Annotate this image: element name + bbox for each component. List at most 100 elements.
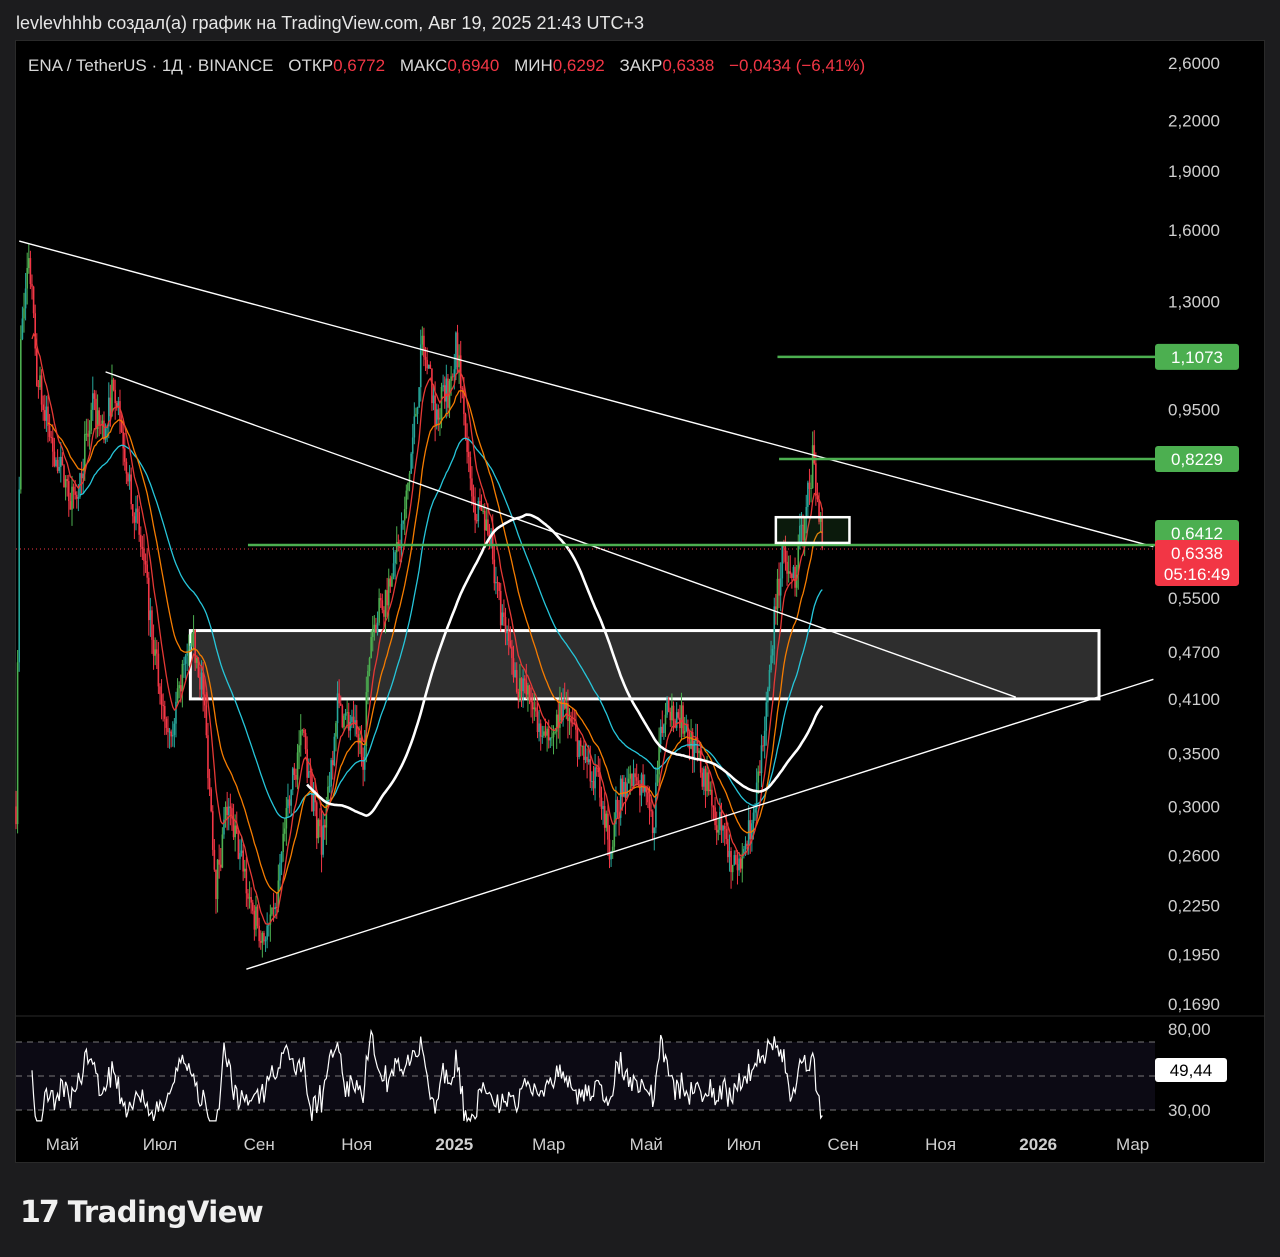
candle-body	[586, 756, 588, 763]
candle-body	[615, 799, 617, 825]
candle-body	[296, 752, 299, 780]
time-tick-label: Ноя	[341, 1135, 372, 1154]
legend-close-value: 0,6338	[662, 56, 715, 75]
candle-body	[703, 768, 705, 787]
candle-body	[514, 670, 516, 678]
candle-body	[261, 932, 264, 943]
candle-body	[477, 501, 480, 522]
candle-body	[391, 576, 393, 587]
candle-body	[423, 335, 425, 357]
candle-body	[693, 741, 696, 758]
candle-body	[599, 772, 601, 798]
candle-body	[624, 781, 627, 798]
candle-body	[231, 808, 233, 819]
candle-body	[154, 649, 156, 656]
candle-body	[808, 482, 811, 489]
candle-body	[736, 864, 739, 871]
price-badge	[1155, 519, 1239, 546]
time-tick-label: Мар	[532, 1135, 565, 1154]
candle-body	[519, 678, 521, 699]
candle-body	[77, 496, 80, 499]
candle-body	[253, 910, 256, 930]
candle-body	[651, 811, 654, 834]
candle-body	[551, 737, 553, 739]
ema-mid-line	[47, 390, 823, 894]
candle-body	[587, 759, 590, 763]
price-tick-label: 0,1690	[1168, 995, 1220, 1014]
candle-body	[728, 850, 731, 858]
candle-body	[610, 851, 612, 860]
candle-body	[104, 428, 107, 440]
candle-body	[512, 658, 515, 678]
candle-body	[271, 907, 273, 915]
candle-body	[467, 451, 470, 458]
candle-body	[146, 564, 148, 578]
candle-body	[714, 807, 716, 826]
candle-body	[778, 578, 780, 596]
candle-body	[90, 409, 92, 431]
candle-body	[629, 773, 632, 779]
candle-body	[194, 629, 196, 663]
tradingview-logo[interactable]: 17 TradingView	[20, 1192, 264, 1232]
candle-body	[381, 600, 384, 610]
candle-body	[283, 828, 286, 834]
candle-body	[301, 729, 304, 731]
lower-trendline	[246, 678, 1154, 970]
candle-body	[434, 395, 436, 426]
candle-body	[539, 723, 542, 737]
candle-body	[160, 694, 163, 705]
candle-body	[109, 397, 112, 417]
candle-body	[744, 843, 747, 850]
candle-body	[672, 705, 675, 721]
candle-body	[627, 778, 630, 784]
candle-body	[450, 376, 452, 381]
candle-body	[290, 789, 292, 806]
candle-body	[578, 740, 580, 758]
candle-body	[717, 829, 720, 833]
candle-body	[543, 731, 545, 736]
candle-body	[544, 731, 547, 736]
candle-body	[27, 258, 30, 269]
candle-body	[387, 578, 390, 606]
time-tick-label: 2026	[1019, 1135, 1057, 1154]
candle-body	[440, 386, 443, 418]
candle-body	[749, 820, 752, 840]
candle-body	[71, 486, 73, 510]
candle-body	[536, 711, 539, 732]
candle-body	[263, 932, 265, 942]
price-tick-label: 1,6000	[1168, 221, 1220, 240]
candle-body	[451, 376, 454, 378]
candle-body	[202, 672, 204, 695]
candle-body	[547, 728, 550, 741]
candle-body	[373, 624, 376, 630]
candle-body	[789, 571, 792, 574]
price-badge	[1155, 539, 1239, 586]
candle-body	[258, 925, 260, 942]
legend-symbol[interactable]: ENA / TetherUS · 1Д · BINANCE	[28, 56, 274, 75]
candle-body	[424, 356, 427, 360]
candle-body	[80, 473, 83, 479]
candle-body	[555, 714, 558, 732]
candle-body	[274, 906, 276, 910]
candle-body	[637, 780, 640, 785]
chart-area[interactable]	[15, 40, 1265, 1163]
candle-body	[493, 559, 496, 584]
candle-body	[699, 750, 702, 773]
candle-body	[554, 731, 556, 733]
candle-body	[597, 768, 600, 773]
candle-body	[411, 437, 414, 454]
candle-body	[779, 578, 782, 596]
price-tick-label: 0,9500	[1168, 401, 1220, 420]
rsi-value-label: 49,44	[1170, 1061, 1213, 1080]
candle-body	[418, 387, 420, 408]
candle-body	[821, 518, 824, 549]
candle-body	[74, 491, 76, 495]
candle-body	[600, 797, 603, 809]
candle-body	[122, 431, 124, 449]
candle-body	[355, 720, 358, 735]
time-tick-label: 2025	[435, 1135, 473, 1154]
author-caption: levlevhhhb создал(а) график на TradingVi…	[16, 13, 645, 33]
candle-body	[322, 825, 324, 855]
candle-body	[327, 786, 329, 805]
